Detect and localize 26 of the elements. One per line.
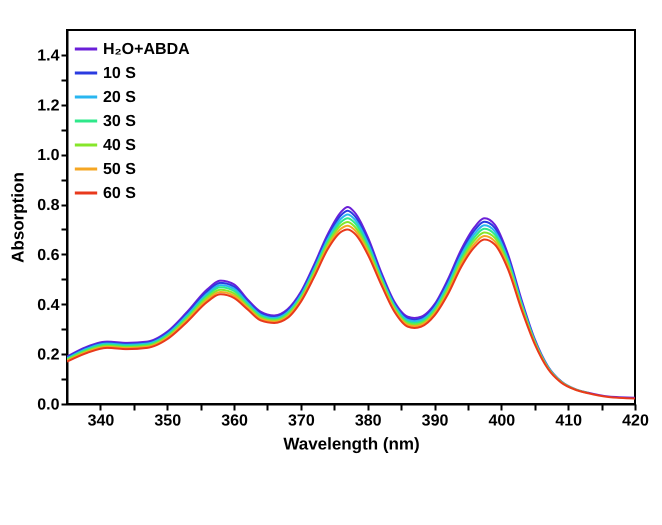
y-tick-label: 0.8 xyxy=(37,197,60,214)
y-tick-label: 0.4 xyxy=(37,296,60,314)
y-tick-label: 1.0 xyxy=(37,147,60,164)
legend-label: 50 S xyxy=(103,161,136,178)
y-tick-label: 1.2 xyxy=(37,97,60,114)
y-axis-title: Absorption xyxy=(8,172,28,263)
legend-label: H₂O+ABDA xyxy=(103,41,190,58)
x-tick-label: 390 xyxy=(422,412,448,430)
y-tick-label: 1.4 xyxy=(37,47,60,64)
x-tick-label: 420 xyxy=(622,412,649,430)
x-tick-label: 410 xyxy=(555,412,582,430)
y-tick-label: 0.2 xyxy=(37,346,60,364)
y-tick-label: 0.0 xyxy=(37,396,60,414)
x-axis-title: Wavelength (nm) xyxy=(283,434,420,454)
x-tick-label: 370 xyxy=(288,412,315,430)
x-tick-label: 340 xyxy=(88,412,114,430)
x-tick-label: 380 xyxy=(354,412,382,430)
legend-label: 60 S xyxy=(103,185,136,202)
legend-label: 20 S xyxy=(103,89,136,106)
legend-label: 40 S xyxy=(103,137,136,154)
x-tick-label: 350 xyxy=(154,412,182,430)
y-tick-label: 0.6 xyxy=(37,246,60,264)
x-tick-label: 400 xyxy=(488,412,516,430)
legend-label: 30 S xyxy=(103,113,136,130)
legend-label: 10 S xyxy=(103,65,136,82)
x-tick-label: 360 xyxy=(221,412,248,430)
